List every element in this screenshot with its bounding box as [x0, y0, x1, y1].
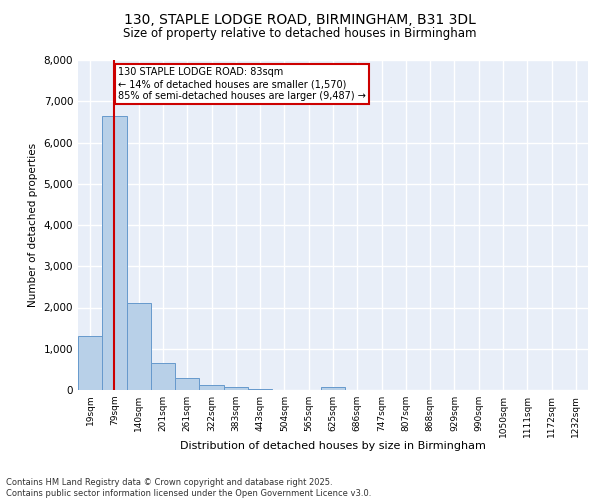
Bar	[248, 388, 272, 390]
Text: 130 STAPLE LODGE ROAD: 83sqm
← 14% of detached houses are smaller (1,570)
85% of: 130 STAPLE LODGE ROAD: 83sqm ← 14% of de…	[118, 68, 366, 100]
Bar	[175, 378, 199, 390]
Y-axis label: Number of detached properties: Number of detached properties	[28, 143, 38, 307]
Text: Size of property relative to detached houses in Birmingham: Size of property relative to detached ho…	[123, 28, 477, 40]
Bar	[151, 363, 175, 390]
Bar	[78, 336, 102, 390]
Bar	[224, 386, 248, 390]
Bar	[321, 387, 345, 390]
Text: 130, STAPLE LODGE ROAD, BIRMINGHAM, B31 3DL: 130, STAPLE LODGE ROAD, BIRMINGHAM, B31 …	[124, 12, 476, 26]
Bar	[127, 304, 151, 390]
X-axis label: Distribution of detached houses by size in Birmingham: Distribution of detached houses by size …	[180, 441, 486, 451]
Bar	[102, 116, 127, 390]
Text: Contains HM Land Registry data © Crown copyright and database right 2025.
Contai: Contains HM Land Registry data © Crown c…	[6, 478, 371, 498]
Bar	[199, 384, 224, 390]
